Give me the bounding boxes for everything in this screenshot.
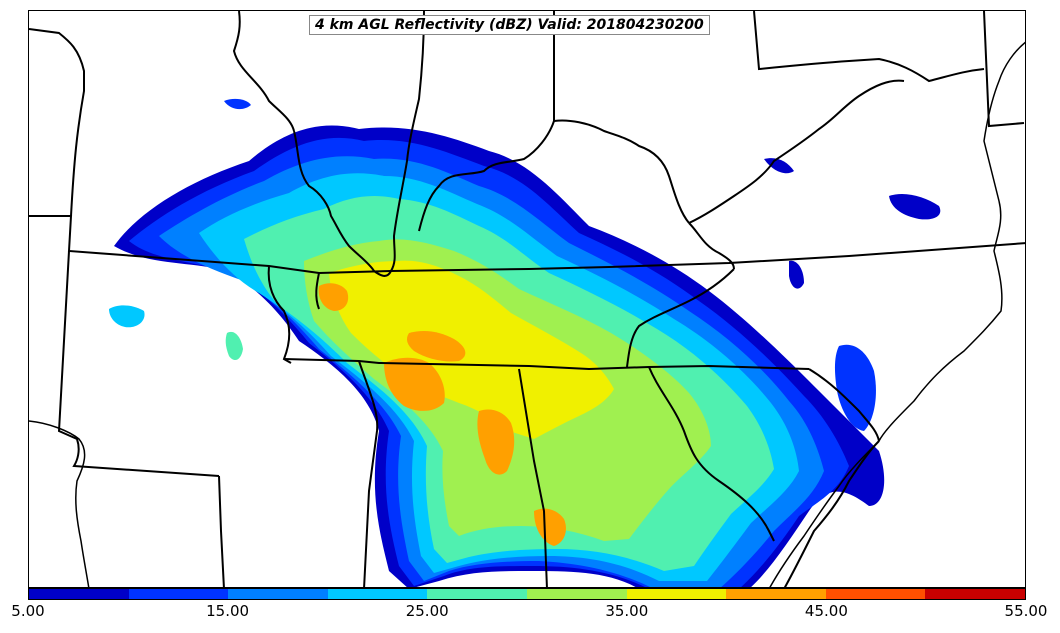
map-title: 4 km AGL Reflectivity (dBZ) Valid: 20180… [309,15,710,35]
colorbar-segment [825,589,926,599]
colorbar-segment [327,589,428,599]
echo-cell-ar [225,331,243,361]
echo-cell-ok [109,305,145,328]
colorbar-segment [29,589,129,599]
colorbar-tick-label: 15.00 [206,602,250,620]
echo-cell-il [224,98,251,110]
echo-cell-ky [789,260,804,289]
radar-map [29,11,1025,587]
colorbar-tick-label: 25.00 [405,602,449,620]
echo-40-dbz-core-c [318,283,349,311]
state-boundaries [29,11,1025,587]
colorbar-tick-label: 35.00 [605,602,649,620]
echo-40-dbz-core-a [384,357,445,411]
echo-cell-va [764,158,794,174]
colorbar-segment [427,589,527,599]
colorbar-tick-label: 5.00 [11,602,45,620]
colorbar-segment [228,589,328,599]
echo-40-dbz-core-d [477,409,515,475]
echo-cell-sc [834,344,876,431]
reflectivity-field [109,98,941,587]
colorbar-segment [128,589,229,599]
colorbar-tick-labels: 5.00 15.00 25.00 35.00 45.00 55.00 [0,602,1060,626]
echo-35-dbz [329,260,614,439]
coastline [29,41,1025,587]
colorbar-segment [526,589,627,599]
colorbar-segment [726,589,826,599]
echo-40-dbz-core-e [534,508,566,546]
colorbar-segment [626,589,727,599]
colorbar [28,588,1026,600]
echo-cell-nc [889,194,941,220]
echo-40-dbz-core-b [406,331,466,362]
map-panel [28,10,1026,588]
colorbar-segment [925,589,1025,599]
colorbar-tick-label: 55.00 [1004,602,1048,620]
colorbar-tick-label: 45.00 [804,602,848,620]
